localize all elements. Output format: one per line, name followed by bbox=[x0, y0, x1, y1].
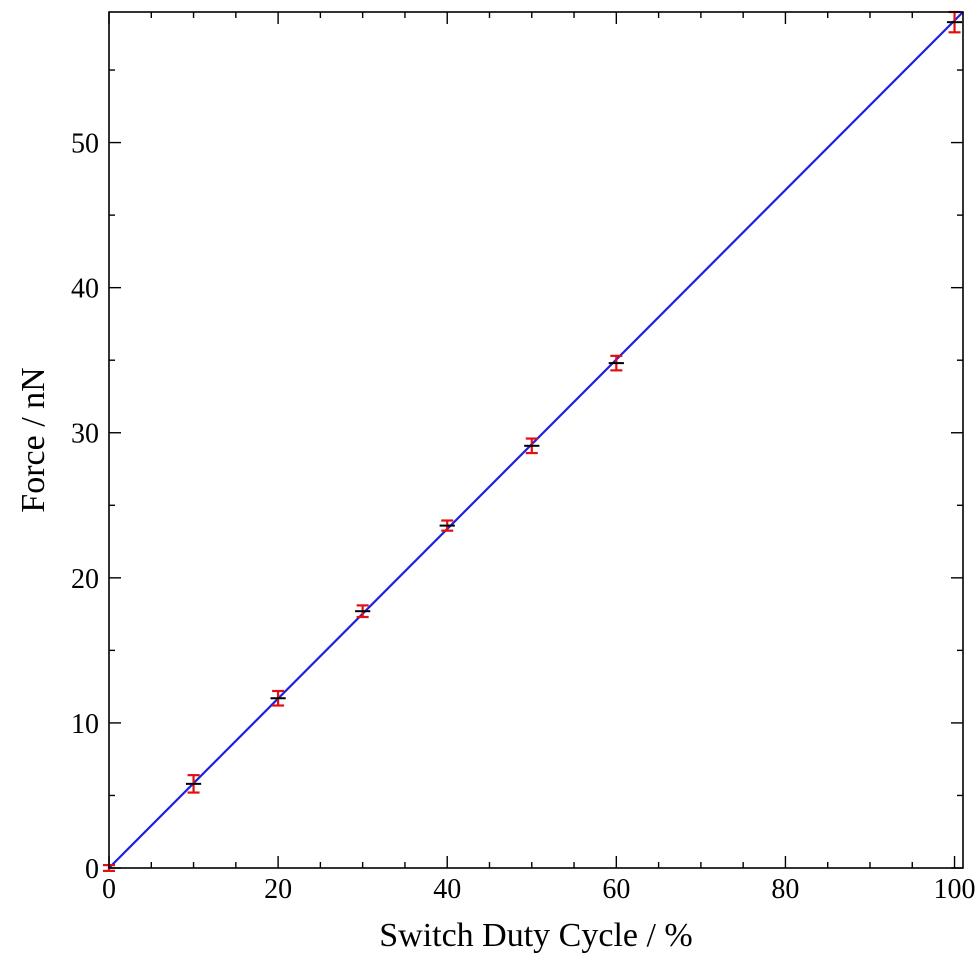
x-tick-label: 40 bbox=[433, 874, 461, 905]
x-tick-label: 60 bbox=[602, 874, 630, 905]
x-axis-label: Switch Duty Cycle / % bbox=[379, 917, 693, 954]
plot-frame bbox=[108, 11, 964, 869]
data-point bbox=[608, 354, 624, 372]
tick-labels: 0 20 40 60 80 100 0 10 20 30 40 50 bbox=[71, 129, 976, 905]
data-point bbox=[185, 774, 202, 794]
x-tick-label: 80 bbox=[771, 874, 799, 905]
y-tick-label: 0 bbox=[85, 854, 99, 885]
y-tick-label: 30 bbox=[71, 419, 99, 450]
y-tick-label: 10 bbox=[71, 709, 99, 740]
ticks bbox=[108, 12, 963, 869]
y-tick-label: 20 bbox=[71, 564, 99, 595]
data-point bbox=[270, 689, 286, 707]
y-tick-label: 40 bbox=[71, 274, 99, 305]
fit-line bbox=[108, 11, 964, 869]
x-tick-label: 20 bbox=[264, 874, 292, 905]
data-point bbox=[439, 519, 455, 532]
data-point bbox=[524, 437, 540, 455]
x-tick-label: 100 bbox=[934, 874, 976, 905]
y-tick-label: 50 bbox=[71, 129, 99, 160]
data-point bbox=[355, 604, 371, 619]
y-axis-label: Force / nN bbox=[15, 367, 52, 512]
x-tick-label: 0 bbox=[102, 874, 116, 905]
fit-line-group bbox=[108, 11, 964, 869]
